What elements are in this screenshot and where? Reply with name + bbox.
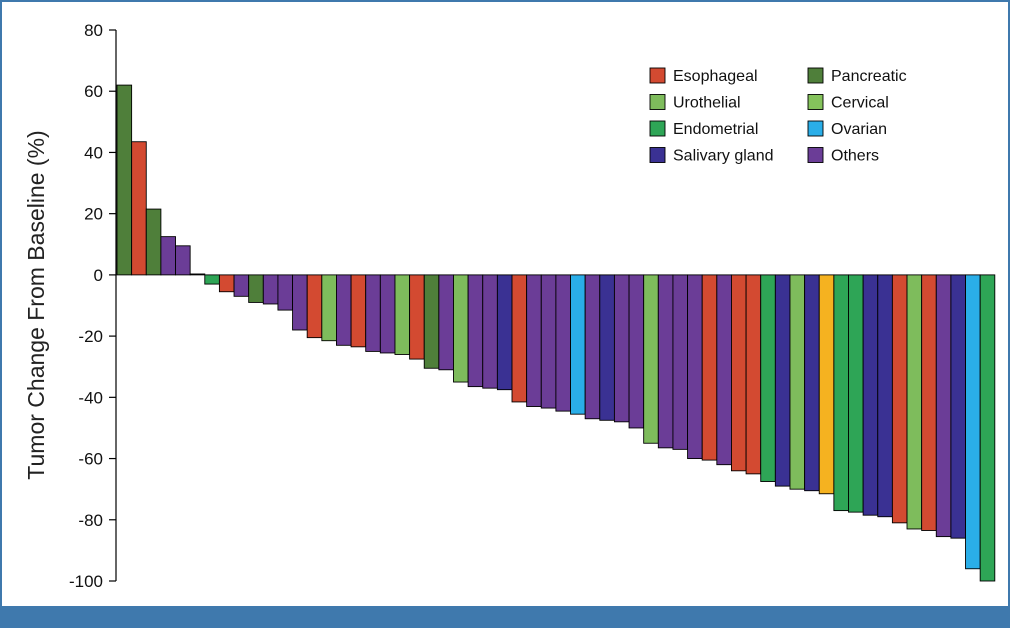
bar — [848, 274, 864, 513]
bar — [628, 274, 645, 429]
bar — [731, 274, 747, 472]
y-tick-label: -80 — [78, 511, 103, 530]
footer-bar — [0, 606, 1010, 628]
legend-swatch — [649, 94, 666, 110]
y-tick-label: -20 — [78, 327, 103, 346]
legend-swatch — [649, 147, 666, 163]
bar — [701, 274, 718, 461]
y-tick-label: -60 — [78, 450, 103, 469]
bar — [643, 274, 659, 444]
bar — [613, 274, 630, 423]
bar — [321, 274, 337, 342]
bar — [350, 274, 367, 348]
bar — [204, 274, 220, 285]
bar — [453, 274, 469, 383]
bar — [379, 274, 396, 354]
y-axis-label: Tumor Change From Baseline (%) — [23, 130, 49, 479]
legend-label: Ovarian — [831, 121, 887, 138]
bar — [292, 274, 308, 331]
bar — [365, 274, 381, 352]
legend-swatch — [807, 67, 824, 84]
bar — [979, 274, 996, 582]
bar — [877, 274, 893, 518]
y-tick-label: 40 — [84, 143, 103, 162]
legend-label: Pancreatic — [831, 68, 907, 85]
bar — [687, 274, 703, 460]
bar — [394, 274, 411, 355]
bar — [774, 274, 791, 487]
bar — [804, 274, 820, 492]
bar — [423, 274, 440, 369]
legend-swatch — [807, 147, 824, 163]
bar — [438, 274, 454, 371]
bar — [175, 245, 191, 276]
y-tick-label: -100 — [69, 572, 103, 591]
bar — [716, 274, 732, 466]
legend-swatch — [649, 120, 666, 137]
legend-swatch — [649, 67, 666, 84]
bar — [233, 274, 250, 297]
bar — [131, 141, 147, 276]
legend: Esophageal Pancreatic Urothelial Cervical En… — [649, 67, 907, 165]
bar — [248, 274, 264, 303]
y-axis: 80 60 40 20 0 -20 -40 -60 -80 -100 — [69, 21, 117, 591]
bar — [570, 274, 586, 415]
bar — [862, 274, 879, 516]
y-tick-label: 60 — [84, 82, 103, 101]
legend-label: Endometrial — [673, 121, 758, 138]
y-tick-label: 0 — [94, 266, 103, 285]
y-tick-label: -40 — [78, 388, 103, 407]
bar — [189, 273, 206, 276]
legend-label: Urothelial — [673, 95, 741, 112]
bar — [921, 274, 937, 531]
bar — [409, 274, 425, 360]
bar — [306, 274, 323, 339]
bar — [482, 274, 498, 389]
legend-swatch — [807, 120, 824, 137]
bar — [789, 274, 806, 490]
bars-group — [116, 84, 996, 582]
legend-label: Cervical — [831, 95, 889, 112]
bar — [262, 274, 279, 305]
legend-label: Salivary gland — [673, 148, 774, 165]
bar — [511, 274, 528, 403]
bar — [160, 236, 176, 276]
bar — [116, 84, 133, 276]
bar — [891, 274, 908, 524]
y-tick-label: 20 — [84, 205, 103, 224]
bar — [745, 274, 762, 475]
bar — [467, 274, 484, 388]
bar — [584, 274, 601, 420]
bar — [218, 274, 235, 293]
bar — [672, 274, 689, 450]
bar — [818, 274, 835, 495]
y-tick-label: 80 — [84, 21, 103, 40]
legend-label: Others — [831, 148, 879, 165]
bar — [336, 274, 352, 346]
legend-swatch — [807, 94, 824, 110]
bar — [906, 274, 923, 530]
bar — [526, 274, 542, 407]
bar — [145, 208, 162, 276]
bar — [965, 274, 981, 570]
bar — [277, 274, 294, 311]
bar — [760, 274, 776, 482]
bar — [540, 274, 557, 409]
bar — [935, 274, 952, 538]
legend-label: Esophageal — [673, 68, 758, 85]
waterfall-chart: 80 60 40 20 0 -20 -40 -60 -80 -100 Esophageal Panc… — [23, 21, 996, 591]
bar — [555, 274, 571, 412]
bar — [833, 274, 849, 512]
bar — [950, 274, 966, 539]
bar — [496, 274, 513, 391]
bar — [657, 274, 674, 449]
bar — [599, 274, 615, 421]
